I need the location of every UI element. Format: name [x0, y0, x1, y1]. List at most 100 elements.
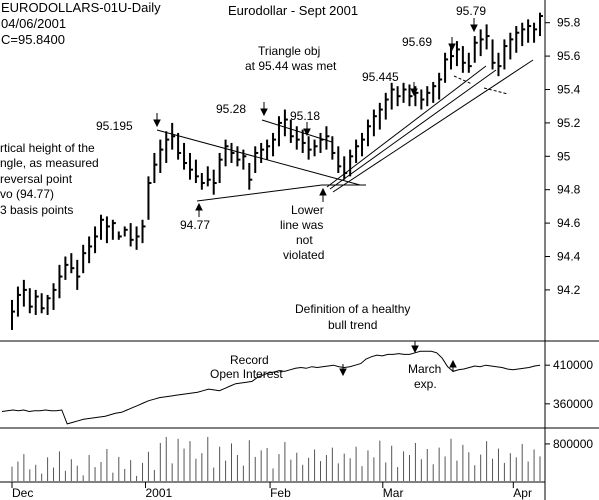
ohlc-bar [135, 226, 140, 250]
ohlc-bar [46, 294, 51, 315]
arrow-down-9579 [470, 18, 478, 33]
ohlc-bar [325, 126, 330, 150]
ohlc-bar [218, 152, 223, 184]
arrow-down-9569 [448, 37, 456, 52]
ohlc-bar [147, 176, 152, 220]
fan-dash-right [483, 87, 509, 95]
ohlc-bar [212, 169, 217, 195]
label-record-oi-2: Open Interest [210, 367, 283, 381]
arrow-down-95195 [153, 113, 161, 128]
ohlc-bar [88, 236, 93, 264]
ohlc-bar [52, 283, 57, 310]
ohlc-bar [420, 89, 425, 110]
date-tick-label: Mar [383, 486, 404, 500]
ohlc-bar [236, 146, 241, 167]
price-tick-label: 95.4 [557, 83, 581, 97]
annotations: 95.195 95.28 95.18 94.77 Triangle obj at… [0, 4, 486, 391]
ohlc-bar [343, 156, 348, 180]
triangle-upper-line [156, 129, 361, 186]
open-interest-series [1, 350, 541, 425]
ohlc-bar [479, 29, 484, 57]
ohlc-bar [82, 244, 87, 274]
ohlc-bar [408, 84, 413, 107]
date-label: 04/06/2001 [1, 16, 67, 31]
label-record-oi-1: Record [230, 353, 269, 367]
label-triangle-obj: Triangle obj [258, 44, 320, 58]
ohlc-bar [503, 39, 508, 70]
arrow-down-95445 [410, 82, 418, 97]
ohlc-bar [396, 86, 401, 107]
price-tick-label: 95.8 [557, 16, 581, 30]
date-tick-label: Dec [12, 486, 33, 500]
ohlc-bar [473, 36, 478, 63]
label-lower-line-4: violated [283, 248, 324, 262]
label-vertical-height-3: reversal point [0, 172, 73, 186]
arrows [153, 18, 478, 377]
triangle-lower-line [196, 184, 323, 202]
price-tick-label: 95 [557, 149, 571, 163]
ohlc-bar [129, 223, 134, 247]
ohlc-bar [70, 253, 75, 274]
label-95445: 95.445 [362, 70, 399, 84]
arrow-up-march-exp [449, 359, 457, 372]
close-label: C=95.8400 [1, 32, 65, 47]
date-tick-label: Feb [270, 486, 291, 500]
trendlines [156, 59, 534, 202]
ohlc-bar [11, 299, 15, 330]
ohlc-bar [183, 142, 188, 170]
ohlc-bar [491, 39, 496, 70]
label-triangle-obj-2: at 95.44 was met [245, 59, 337, 73]
label-vertical-height-5: 3 basis points [0, 203, 73, 217]
ohlc-bar [527, 19, 532, 43]
ohlc-bar [194, 159, 199, 184]
date-tick-label: Apr [513, 486, 532, 500]
ohlc-bar [301, 129, 306, 153]
arrow-down-9518 [303, 122, 311, 137]
label-9579: 95.79 [456, 4, 486, 18]
x-axis-ticks: Dec 2001 Feb Mar Apr [11, 482, 532, 500]
ohlc-bar [177, 132, 182, 160]
oi-tick-label: 360000 [553, 397, 593, 411]
label-lower-line-3: not [296, 233, 313, 247]
ohlc-bar [337, 146, 342, 173]
label-vertical-height-4: vo (94.77) [0, 187, 54, 201]
ohlc-bar [260, 142, 265, 163]
ohlc-bar [16, 286, 21, 317]
label-9477: 94.77 [180, 218, 210, 232]
ohlc-bar [307, 136, 312, 160]
ohlc-bars [11, 12, 543, 330]
triangle-upper-right-line [261, 119, 333, 143]
y-axis-ticks: 95.8 95.6 95.4 95.2 95 94.8 94.6 94.4 94.2 410000… [545, 16, 593, 451]
ohlc-bar [485, 24, 490, 50]
ohlc-bar [76, 259, 81, 290]
ohlc-bar [159, 139, 164, 173]
ohlc-bar [432, 81, 437, 103]
ohlc-bar [455, 41, 460, 67]
arrow-up-9477 [195, 202, 203, 217]
ohlc-bar [319, 132, 324, 153]
ohlc-bar [248, 162, 253, 190]
label-definition-1: Definition of a healthy [295, 302, 410, 316]
label-vertical-height-1: rtical height of the [0, 141, 95, 155]
ohlc-bar [171, 122, 176, 150]
ohlc-bar [277, 116, 282, 147]
ohlc-bar [22, 279, 27, 307]
ohlc-bar [266, 139, 271, 160]
ohlc-bar [40, 293, 45, 314]
ohlc-bar [521, 22, 526, 47]
ohlc-bar [283, 109, 288, 137]
date-tick-label: 2001 [145, 486, 172, 500]
price-tick-label: 94.4 [557, 250, 581, 264]
ohlc-bar [64, 256, 69, 280]
arrow-down-oi-bull [411, 341, 419, 354]
price-tick-label: 94.2 [557, 283, 581, 297]
fan-line-2 [329, 69, 497, 190]
ohlc-bar [254, 146, 259, 173]
open-interest-line [1, 350, 541, 425]
ohlc-bar [34, 289, 39, 315]
ohlc-bar [384, 92, 389, 120]
price-tick-label: 95.6 [557, 49, 581, 63]
ohlc-bar [188, 152, 193, 180]
